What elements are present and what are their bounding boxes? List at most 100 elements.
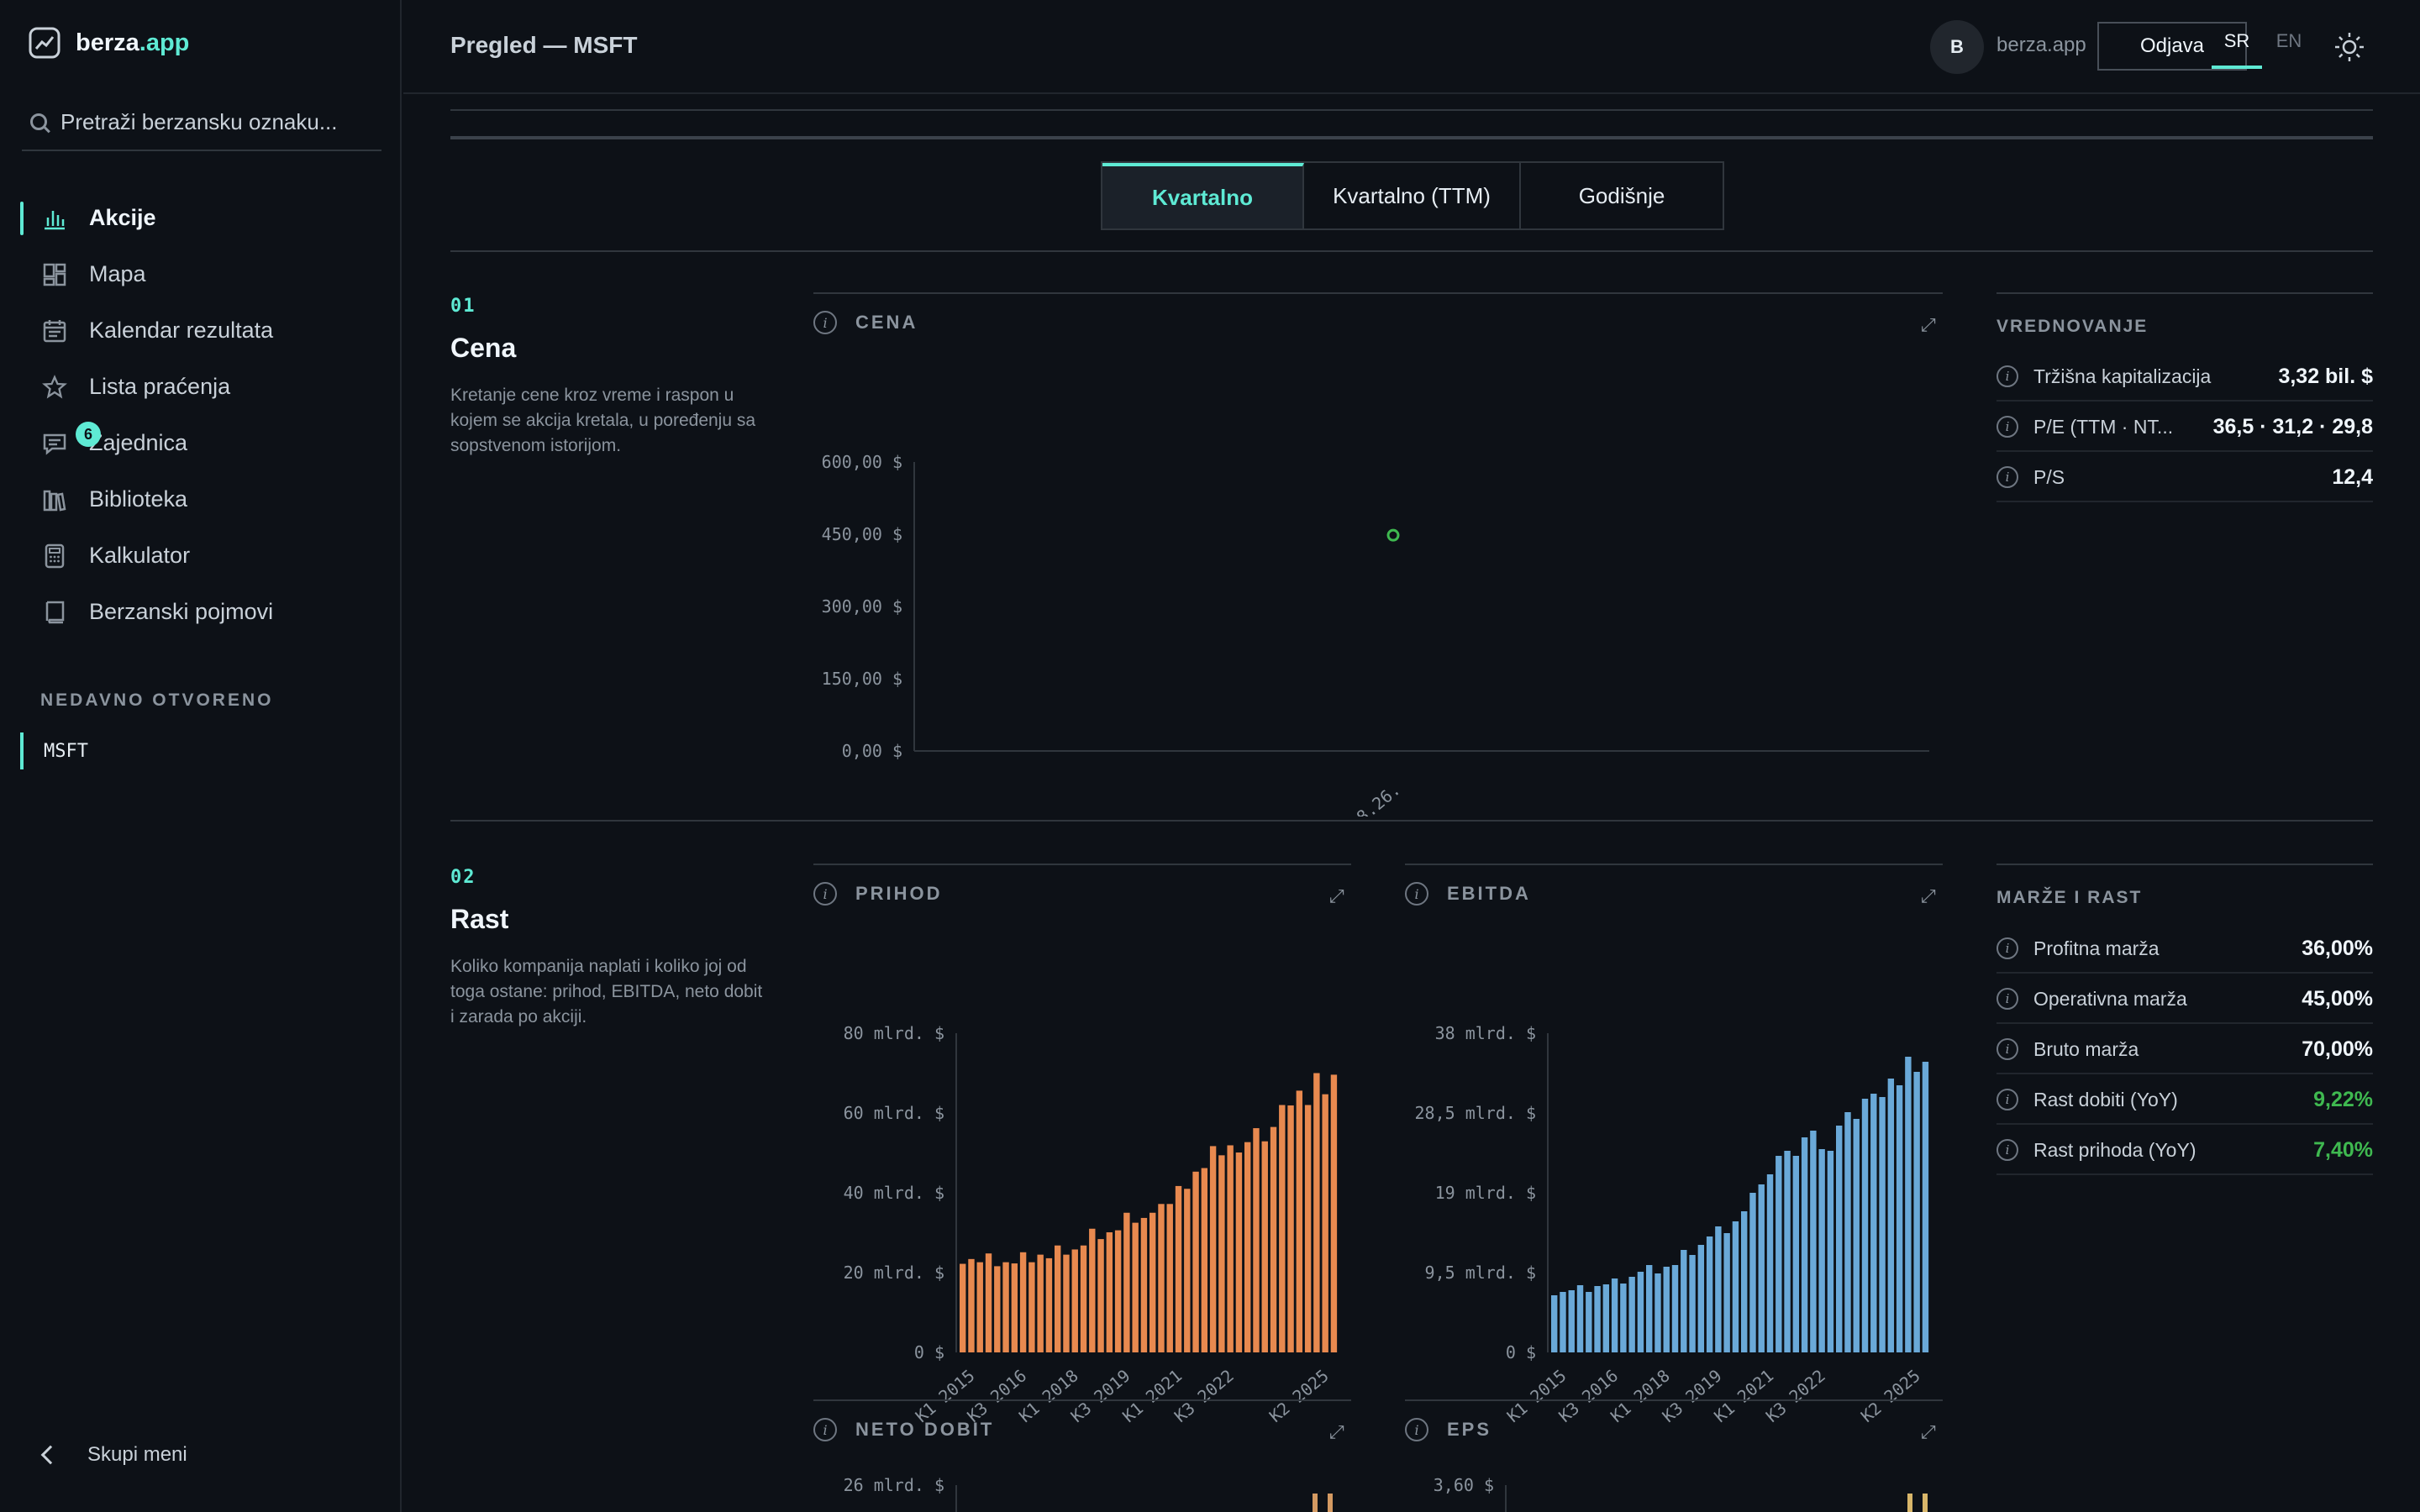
recent-item-msft[interactable]: MSFT	[20, 732, 88, 769]
nav-label: Berzanski pojmovi	[89, 599, 274, 624]
nav-item-zajednica[interactable]: 6 Zajednica	[20, 415, 381, 471]
bar	[1037, 1254, 1044, 1352]
bar	[1689, 1255, 1696, 1352]
brand[interactable]: berza.app	[29, 25, 189, 60]
info-icon[interactable]: i	[1996, 988, 2018, 1010]
bar	[1328, 1494, 1333, 1512]
nav-item-kalendar[interactable]: Kalendar rezultata	[20, 302, 381, 359]
search-input[interactable]: Pretraži berzansku oznaku...	[22, 94, 381, 151]
nav-item-berzanski-pojmovi[interactable]: Berzanski pojmovi	[20, 584, 381, 640]
metric-value: 36,00%	[2302, 936, 2373, 960]
info-icon[interactable]: i	[1996, 937, 2018, 959]
card-border	[1405, 864, 1943, 865]
bar	[1611, 1278, 1618, 1352]
bar	[1836, 1126, 1843, 1352]
metric-row: i Bruto marža 70,00%	[1996, 1026, 2373, 1074]
grid-map-icon	[42, 262, 67, 287]
info-icon[interactable]: i	[1996, 1038, 2018, 1060]
card-border	[1405, 1399, 1943, 1401]
bar	[1002, 1262, 1009, 1352]
expand-icon[interactable]: ⤢	[1921, 314, 1936, 335]
bar	[994, 1266, 1001, 1352]
chart-logo-icon	[29, 27, 60, 59]
metric-value: 7,40%	[2313, 1137, 2373, 1162]
lang-en-button[interactable]: EN	[2275, 30, 2302, 51]
metric-value: 12,4	[2332, 465, 2373, 489]
expand-icon[interactable]: ⤢	[1329, 1421, 1344, 1442]
y-tick-label: 28,5 mlrd. $	[1415, 1103, 1537, 1123]
info-icon[interactable]: i	[813, 311, 837, 334]
y-tick-label: 9,5 mlrd. $	[1425, 1263, 1536, 1283]
info-icon[interactable]: i	[813, 882, 837, 906]
info-icon[interactable]: i	[1996, 466, 2018, 488]
metric-row: i Rast dobiti (YoY) 9,22%	[1996, 1076, 2373, 1125]
info-icon[interactable]: i	[1405, 1418, 1428, 1441]
lang-sr-button[interactable]: SR	[2212, 30, 2262, 69]
bar	[1244, 1142, 1251, 1352]
info-icon[interactable]: i	[1996, 1139, 2018, 1161]
metric-row: i P/S 12,4	[1996, 454, 2373, 502]
logout-button[interactable]: Odjava	[2097, 22, 2247, 71]
chart-header-ebitda: i EBITDA	[1405, 882, 1531, 906]
metric-row: i Profitna marža 36,00%	[1996, 925, 2373, 974]
top-header: Pregled — MSFT B berza.app Odjava SR EN	[403, 0, 2420, 94]
bar	[1827, 1151, 1834, 1352]
y-tick-label: 20 mlrd. $	[844, 1263, 944, 1283]
nav-item-mapa[interactable]: Mapa	[20, 246, 381, 302]
divider	[450, 109, 2373, 111]
expand-icon[interactable]: ⤢	[1921, 1421, 1936, 1442]
bar	[1055, 1245, 1061, 1352]
info-icon[interactable]: i	[1405, 882, 1428, 906]
nav-item-kalkulator[interactable]: Kalkulator	[20, 528, 381, 584]
bar	[1201, 1168, 1208, 1352]
bar	[1646, 1265, 1653, 1352]
section-title: Rast	[450, 904, 509, 934]
chart-title: EBITDA	[1447, 883, 1531, 904]
section-description: Kretanje cene kroz vreme i raspon u koje…	[450, 386, 756, 455]
revenue-chart: 80 mlrd. $ 60 mlrd. $ 40 mlrd. $ 20 mlrd. $…	[844, 1023, 1338, 1426]
valuation-title: VREDNOVANJE	[1996, 317, 2149, 336]
collapse-menu-button[interactable]: Skupi meni	[40, 1438, 187, 1472]
bar	[1741, 1211, 1748, 1352]
nav-label: Mapa	[89, 261, 146, 286]
notification-badge: 6	[76, 422, 101, 447]
bar	[1304, 1105, 1312, 1352]
bar	[960, 1263, 966, 1352]
bar	[1844, 1112, 1851, 1352]
bar	[1209, 1146, 1217, 1352]
tab-kvartalno[interactable]: Kvartalno	[1102, 163, 1304, 228]
tab-kvartalno-ttm[interactable]: Kvartalno (TTM)	[1304, 163, 1521, 228]
info-icon[interactable]: i	[1996, 1089, 2018, 1110]
nav-item-akcije[interactable]: Akcije	[20, 190, 381, 246]
tab-godisnje[interactable]: Godišnje	[1578, 182, 1665, 208]
period-tabs: Kvartalno Kvartalno (TTM) Godišnje	[1101, 161, 1724, 230]
sun-theme-toggle-icon[interactable]	[2333, 30, 2366, 64]
metric-label: P/E (TTM · NT...	[2033, 415, 2174, 438]
metric-value: 9,22%	[2313, 1087, 2373, 1111]
bar	[1853, 1119, 1860, 1352]
bar-chart-icon	[42, 206, 67, 231]
brand-name: berza.app	[76, 29, 190, 56]
card-border	[1996, 864, 2373, 865]
info-icon[interactable]: i	[813, 1418, 837, 1441]
y-tick-label: 60 mlrd. $	[844, 1103, 944, 1123]
bar	[1879, 1097, 1886, 1352]
chart-header-net-income: i NETO DOBIT	[813, 1418, 994, 1441]
bar	[1671, 1265, 1679, 1352]
bar	[1313, 1073, 1320, 1352]
bar	[1184, 1189, 1191, 1352]
y-tick-label: 26 mlrd. $	[844, 1475, 944, 1495]
expand-icon[interactable]: ⤢	[1329, 885, 1344, 906]
bar	[1158, 1204, 1165, 1352]
bar	[1907, 1494, 1912, 1512]
bar	[1551, 1295, 1558, 1352]
bar	[1114, 1230, 1122, 1352]
y-tick-label: 150,00 $	[822, 669, 902, 689]
y-tick-label: 80 mlrd. $	[844, 1023, 944, 1043]
expand-icon[interactable]: ⤢	[1921, 885, 1936, 906]
avatar[interactable]: B	[1930, 20, 1984, 74]
nav-item-biblioteka[interactable]: Biblioteka	[20, 471, 381, 528]
nav-item-lista-pracenja[interactable]: Lista praćenja	[20, 359, 381, 415]
info-icon[interactable]: i	[1996, 365, 2018, 387]
info-icon[interactable]: i	[1996, 416, 2018, 438]
